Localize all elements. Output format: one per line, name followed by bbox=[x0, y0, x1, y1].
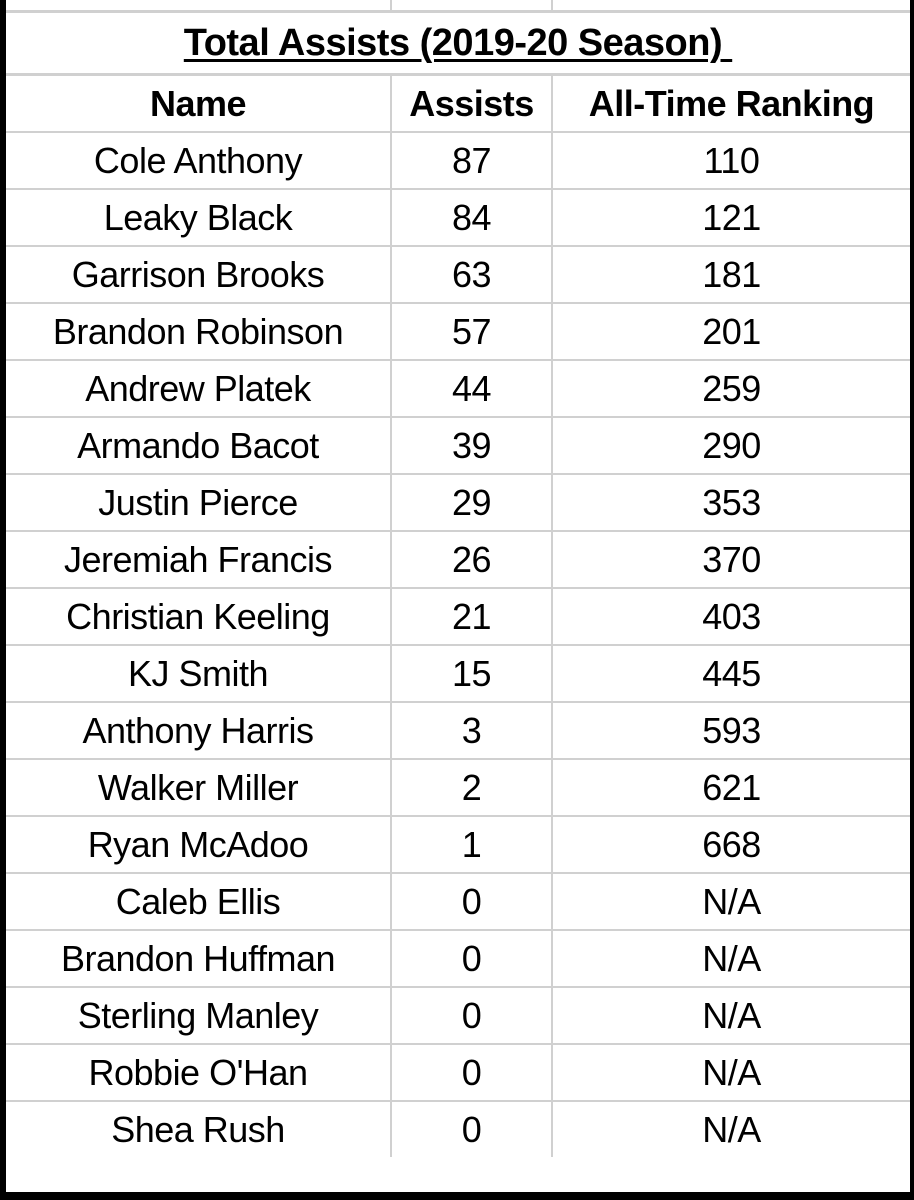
assists-cell[interactable]: 26 bbox=[390, 530, 553, 589]
ranking-cell[interactable]: 668 bbox=[551, 815, 910, 874]
table-row: Brandon Robinson 57 201 bbox=[6, 302, 910, 361]
name-cell[interactable]: Brandon Robinson bbox=[6, 302, 392, 361]
table-title-cell[interactable]: Total Assists (2019-20 Season) bbox=[6, 13, 910, 76]
ranking-cell[interactable]: 201 bbox=[551, 302, 910, 361]
table-row: Ryan McAdoo 1 668 bbox=[6, 815, 910, 874]
assists-cell[interactable]: 15 bbox=[390, 644, 553, 703]
name-cell[interactable]: Sterling Manley bbox=[6, 986, 392, 1045]
column-header-ranking[interactable]: All-Time Ranking bbox=[551, 76, 910, 133]
ranking-cell[interactable]: 621 bbox=[551, 758, 910, 817]
ranking-cell[interactable]: 353 bbox=[551, 473, 910, 532]
name-cell[interactable]: Caleb Ellis bbox=[6, 872, 392, 931]
table-row: Jeremiah Francis 26 370 bbox=[6, 530, 910, 589]
assists-cell[interactable]: 0 bbox=[390, 929, 553, 988]
ranking-cell[interactable]: 445 bbox=[551, 644, 910, 703]
ranking-cell[interactable]: N/A bbox=[551, 1043, 910, 1102]
table-row: Sterling Manley 0 N/A bbox=[6, 986, 910, 1045]
table-row: Christian Keeling 21 403 bbox=[6, 587, 910, 646]
table-row: KJ Smith 15 445 bbox=[6, 644, 910, 703]
ranking-cell[interactable]: 181 bbox=[551, 245, 910, 304]
assists-cell[interactable]: 0 bbox=[390, 1043, 553, 1102]
ranking-cell[interactable]: 593 bbox=[551, 701, 910, 760]
name-cell[interactable]: KJ Smith bbox=[6, 644, 392, 703]
name-cell[interactable]: Ryan McAdoo bbox=[6, 815, 392, 874]
name-cell[interactable]: Cole Anthony bbox=[6, 131, 392, 190]
name-cell[interactable]: Walker Miller bbox=[6, 758, 392, 817]
assists-cell[interactable]: 84 bbox=[390, 188, 553, 247]
assists-cell[interactable]: 57 bbox=[390, 302, 553, 361]
column-header-name[interactable]: Name bbox=[6, 76, 392, 133]
assists-cell[interactable]: 63 bbox=[390, 245, 553, 304]
header-row: Name Assists All-Time Ranking bbox=[6, 76, 910, 133]
assists-cell[interactable]: 39 bbox=[390, 416, 553, 475]
name-cell[interactable]: Brandon Huffman bbox=[6, 929, 392, 988]
table-row: Justin Pierce 29 353 bbox=[6, 473, 910, 532]
assists-cell[interactable]: 1 bbox=[390, 815, 553, 874]
table-row: Robbie O'Han 0 N/A bbox=[6, 1043, 910, 1102]
assists-cell[interactable]: 3 bbox=[390, 701, 553, 760]
assists-cell[interactable]: 0 bbox=[390, 1100, 553, 1157]
assists-cell[interactable]: 29 bbox=[390, 473, 553, 532]
ranking-cell[interactable]: N/A bbox=[551, 986, 910, 1045]
name-cell[interactable]: Christian Keeling bbox=[6, 587, 392, 646]
ranking-cell[interactable]: 370 bbox=[551, 530, 910, 589]
assists-cell[interactable]: 21 bbox=[390, 587, 553, 646]
name-cell[interactable]: Shea Rush bbox=[6, 1100, 392, 1157]
name-cell[interactable]: Justin Pierce bbox=[6, 473, 392, 532]
assists-cell[interactable]: 87 bbox=[390, 131, 553, 190]
table-row: Caleb Ellis 0 N/A bbox=[6, 872, 910, 931]
table-title: Total Assists (2019-20 Season) bbox=[183, 21, 733, 64]
ranking-cell[interactable]: 259 bbox=[551, 359, 910, 418]
ranking-cell[interactable]: N/A bbox=[551, 872, 910, 931]
name-cell[interactable]: Armando Bacot bbox=[6, 416, 392, 475]
assists-cell[interactable]: 0 bbox=[390, 986, 553, 1045]
name-cell[interactable]: Leaky Black bbox=[6, 188, 392, 247]
column-header-assists[interactable]: Assists bbox=[390, 76, 553, 133]
assists-table: Name Assists All-Time Ranking Cole Antho… bbox=[6, 76, 910, 1157]
table-row: Andrew Platek 44 259 bbox=[6, 359, 910, 418]
table-row: Walker Miller 2 621 bbox=[6, 758, 910, 817]
table-row: Garrison Brooks 63 181 bbox=[6, 245, 910, 304]
name-cell[interactable]: Garrison Brooks bbox=[6, 245, 392, 304]
name-cell[interactable]: Anthony Harris bbox=[6, 701, 392, 760]
table-row: Shea Rush 0 N/A bbox=[6, 1100, 910, 1157]
table-row: Armando Bacot 39 290 bbox=[6, 416, 910, 475]
ranking-cell[interactable]: 290 bbox=[551, 416, 910, 475]
table-row: Brandon Huffman 0 N/A bbox=[6, 929, 910, 988]
spreadsheet: Total Assists (2019-20 Season) Name Assi… bbox=[6, 0, 910, 1192]
table-row: Cole Anthony 87 110 bbox=[6, 131, 910, 190]
ranking-cell[interactable]: 121 bbox=[551, 188, 910, 247]
assists-cell[interactable]: 0 bbox=[390, 872, 553, 931]
table-row: Leaky Black 84 121 bbox=[6, 188, 910, 247]
assists-cell[interactable]: 2 bbox=[390, 758, 553, 817]
assists-cell[interactable]: 44 bbox=[390, 359, 553, 418]
ranking-cell[interactable]: N/A bbox=[551, 929, 910, 988]
name-cell[interactable]: Jeremiah Francis bbox=[6, 530, 392, 589]
partial-row bbox=[6, 0, 910, 13]
name-cell[interactable]: Robbie O'Han bbox=[6, 1043, 392, 1102]
ranking-cell[interactable]: 110 bbox=[551, 131, 910, 190]
ranking-cell[interactable]: N/A bbox=[551, 1100, 910, 1157]
ranking-cell[interactable]: 403 bbox=[551, 587, 910, 646]
name-cell[interactable]: Andrew Platek bbox=[6, 359, 392, 418]
table-row: Anthony Harris 3 593 bbox=[6, 701, 910, 760]
